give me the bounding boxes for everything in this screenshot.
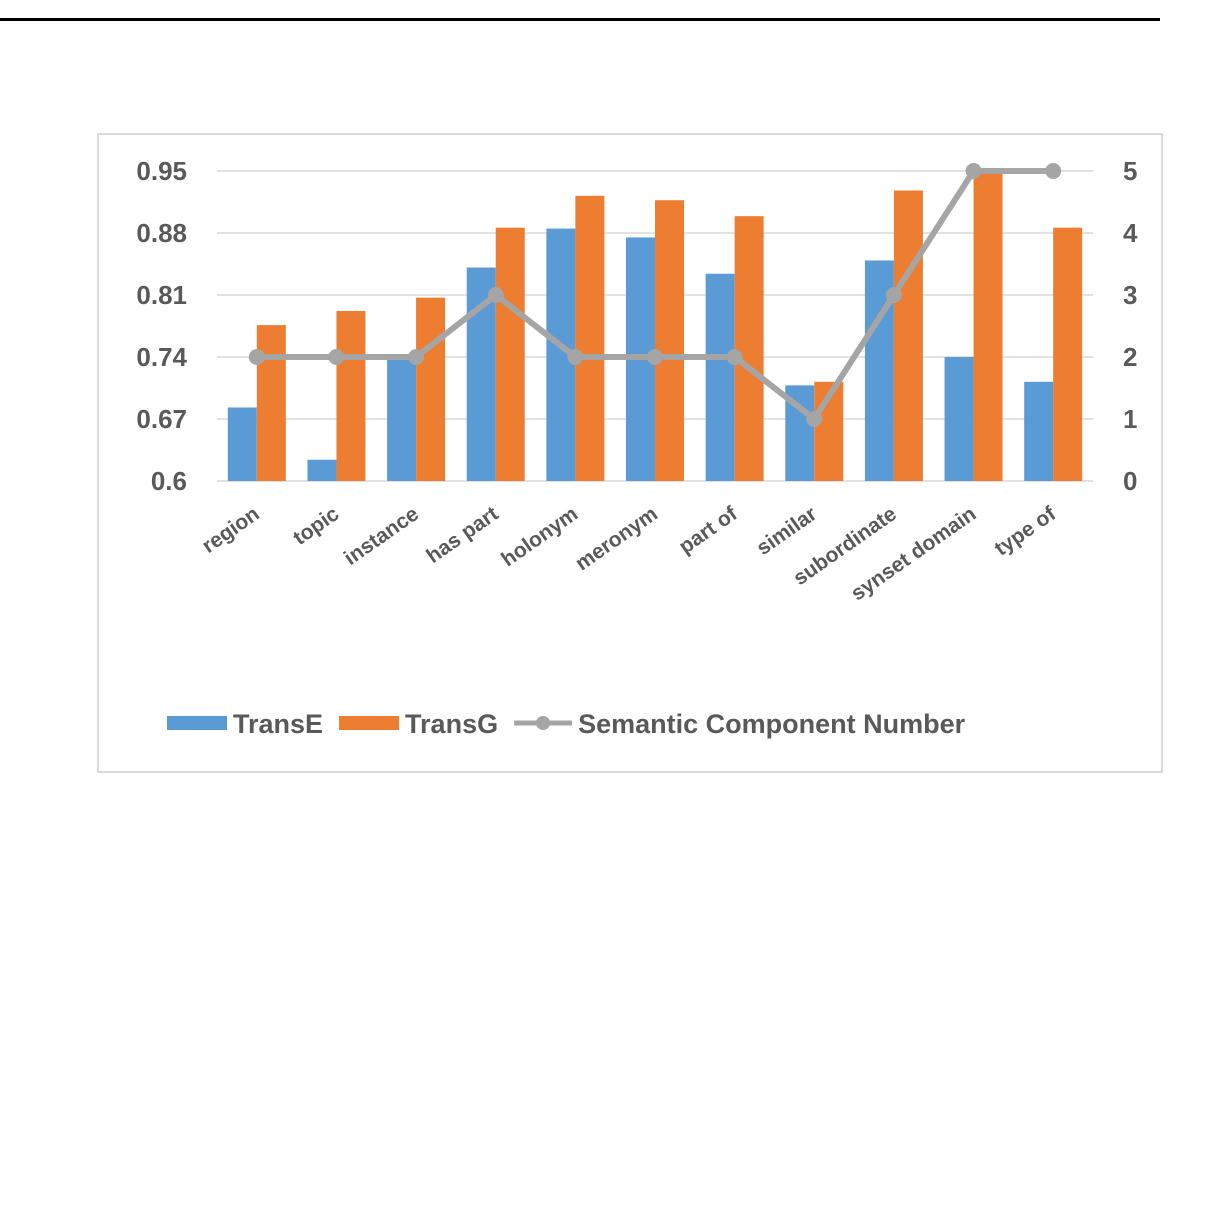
x-category-label: region [198,502,264,558]
legend-label: TransG [405,709,498,739]
x-category-label: type of [990,502,1060,561]
component-line-point [806,411,823,427]
transg-bar [973,171,1003,481]
chart-frame: 0.6 0.67 0.74 0.81 0.88 0.95 0 1 2 3 4 5 region topic… [97,133,1163,773]
component-line-point [567,349,584,365]
x-category-label: has part [422,502,502,568]
y-left-tick-label: 0.88 [136,218,187,248]
y-right-tick-label: 5 [1123,156,1137,186]
y-left-tick-label: 0.81 [136,280,187,310]
y-right-tick-label: 2 [1123,342,1137,372]
transg-bar [256,325,286,481]
component-line-point [647,349,663,365]
y-right-tick-label: 3 [1123,280,1137,310]
component-line-point [248,349,265,365]
x-category-label: instance [340,502,423,570]
transg-bar [893,190,923,481]
component-line-point [726,349,743,365]
x-category-label: holonym [497,502,582,571]
y-right-tick-label: 0 [1123,466,1137,496]
bars [227,171,1083,482]
transg-bar [575,195,605,482]
component-line-point [408,349,425,365]
component-line-point [487,287,504,303]
transg-bar [655,200,684,481]
transe-bar [387,358,417,481]
legend-swatch-transe [167,716,227,730]
transg-bar [734,216,764,481]
y-left-tick-label: 0.95 [136,156,187,186]
x-category-label: part of [675,502,743,559]
y-left-tick-label: 0.74 [136,342,187,372]
legend-swatch-transg [339,716,400,730]
transg-bar [416,297,446,481]
transe-bar [1024,381,1054,481]
component-line-point [1045,163,1062,179]
combo-chart: 0.6 0.67 0.74 0.81 0.88 0.95 0 1 2 3 4 5 region topic… [136,156,1138,739]
legend-label: Semantic Component Number [578,709,966,739]
transe-bar [307,459,337,481]
legend-label: TransE [233,709,323,739]
page-rule [0,18,1160,21]
legend: TransE TransG Semantic Component Number [167,709,966,739]
component-line-point [885,287,902,303]
x-category-label: meronym [571,502,662,575]
y-right-tick-label: 4 [1123,218,1138,248]
x-category-label: topic [289,502,344,550]
transe-bar [227,407,257,481]
component-line-point [965,163,982,179]
y-left-tick-label: 0.6 [151,466,187,496]
x-category-label: similar [752,502,821,560]
legend-swatch-marker [536,716,551,730]
transg-bar [336,310,366,481]
component-line-point [328,349,345,365]
transg-bar [1053,227,1083,481]
y-left-tick-label: 0.67 [136,404,187,434]
transe-bar [944,357,974,481]
transe-bar [705,273,735,481]
y-right-tick-label: 1 [1123,404,1137,434]
transg-bar [495,227,525,481]
component-line [248,163,1062,427]
